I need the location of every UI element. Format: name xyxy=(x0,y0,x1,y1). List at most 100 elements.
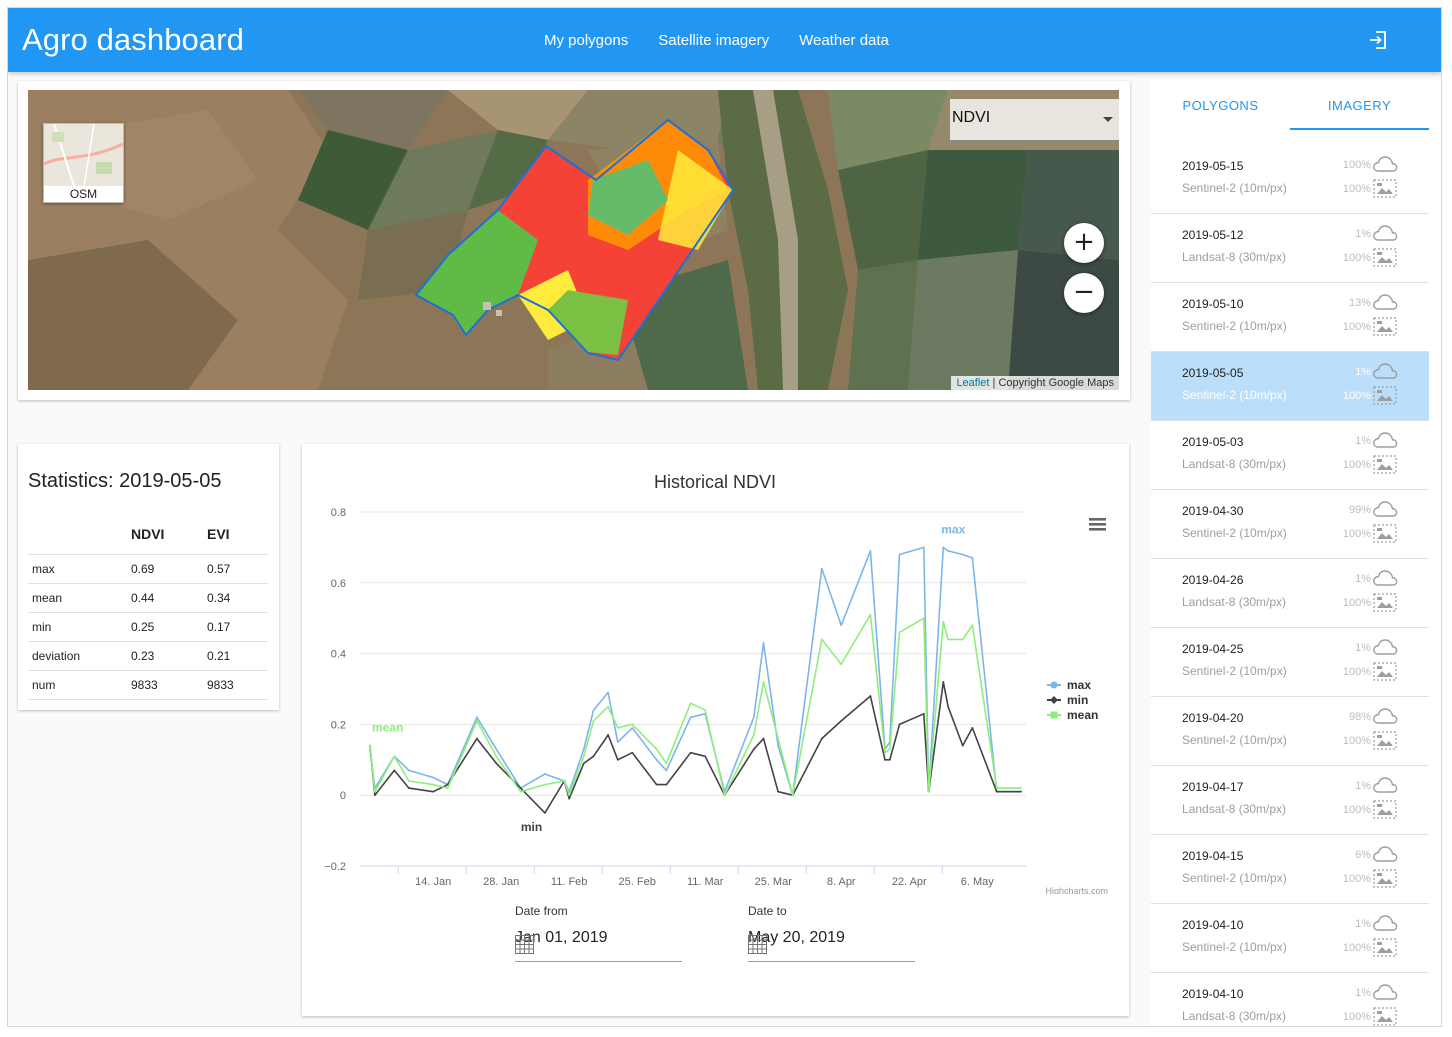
scene-item[interactable]: 2019-04-15 Sentinel-2 (10m/px) 6% 100% xyxy=(1151,835,1429,904)
app-bar: Agro dashboard My polygons Satellite ima… xyxy=(8,8,1441,72)
date-from-field[interactable]: Date from Jan 01, 2019 xyxy=(515,904,682,962)
scene-item[interactable]: 2019-04-20 Sentinel-2 (10m/px) 98% 100% xyxy=(1151,697,1429,766)
data-point-max xyxy=(961,553,964,556)
data-point-max xyxy=(777,744,779,747)
stat-ndvi: 0.69 xyxy=(131,554,207,584)
data-point-min xyxy=(922,712,925,715)
data-point-max xyxy=(947,550,950,552)
stat-label: num xyxy=(28,670,131,700)
map-card: OSM NDVI + − Leaflet | Copyright Google … xyxy=(18,81,1130,400)
scene-item[interactable]: 2019-05-15 Sentinel-2 (10m/px) 100% 100% xyxy=(1151,145,1429,214)
cloud-icon xyxy=(1373,225,1398,241)
image-coverage-icon xyxy=(1373,800,1397,819)
data-point-max xyxy=(971,557,974,559)
data-point-max xyxy=(898,553,901,556)
scene-item[interactable]: 2019-05-10 Sentinel-2 (10m/px) 13% 100% xyxy=(1151,283,1429,352)
data-point-mean xyxy=(582,755,585,758)
x-tick-label: 11. Mar xyxy=(687,876,724,888)
chart-menu-icon[interactable] xyxy=(1089,518,1106,531)
tab-imagery[interactable]: IMAGERY xyxy=(1290,80,1429,130)
data-point-min xyxy=(777,790,779,793)
scene-item[interactable]: 2019-04-10 Sentinel-2 (10m/px) 1% 100% xyxy=(1151,904,1429,973)
nav-weather-data[interactable]: Weather data xyxy=(799,32,889,49)
scene-date: 2019-05-12 xyxy=(1182,228,1244,242)
nav-satellite-imagery[interactable]: Satellite imagery xyxy=(658,32,770,49)
cloud-icon xyxy=(1373,984,1398,1000)
data-point-mean xyxy=(519,790,522,793)
scene-satellite: Sentinel-2 (10m/px) xyxy=(1182,181,1287,195)
image-coverage-icon xyxy=(1373,524,1397,543)
basemap-switcher[interactable]: OSM xyxy=(43,123,124,203)
table-row: num 9833 9833 xyxy=(28,670,268,700)
scene-satellite: Landsat-8 (30m/px) xyxy=(1182,1009,1287,1023)
calendar-icon[interactable] xyxy=(748,935,767,954)
cloud-icon xyxy=(1373,294,1398,310)
scene-satellite: Landsat-8 (30m/px) xyxy=(1182,250,1287,264)
scene-item[interactable]: 2019-04-10 Landsat-8 (30m/px) 1% 100% xyxy=(1151,973,1429,1026)
scene-item[interactable]: 2019-05-05 Sentinel-2 (10m/px) 1% 100% xyxy=(1151,352,1429,421)
data-point-min xyxy=(995,790,998,793)
data-point-max xyxy=(752,716,755,719)
table-row: deviation 0.23 0.21 xyxy=(28,641,268,671)
scene-coverage-percent: 100% xyxy=(1342,252,1371,264)
scene-item[interactable]: 2019-04-25 Sentinel-2 (10m/px) 1% 100% xyxy=(1151,628,1429,697)
nav-my-polygons[interactable]: My polygons xyxy=(544,32,629,49)
data-point-max xyxy=(582,748,585,751)
leaflet-link[interactable]: Leaflet xyxy=(956,377,990,389)
date-to-field[interactable]: Date to May 20, 2019 xyxy=(748,904,915,962)
scene-item[interactable]: 2019-05-03 Landsat-8 (30m/px) 1% 100% xyxy=(1151,421,1429,490)
data-point-max xyxy=(495,748,498,751)
scene-cloud-percent: 1% xyxy=(1355,366,1371,378)
caret-down-icon xyxy=(1103,117,1113,122)
scene-item[interactable]: 2019-04-30 Sentinel-2 (10m/px) 99% 100% xyxy=(1151,490,1429,559)
y-tick-label: −0.2 xyxy=(324,861,346,873)
data-point-mean xyxy=(723,794,726,797)
legend-item-mean[interactable]: mean xyxy=(1067,708,1098,722)
satellite-imagery-layer xyxy=(28,90,1119,390)
statistics-table: NDVI EVI max 0.69 0.57 mean 0.44 0.34 min 0.2… xyxy=(28,514,268,700)
legend-item-max[interactable]: max xyxy=(1067,678,1091,692)
data-point-max xyxy=(689,716,692,719)
data-point-min xyxy=(393,769,396,772)
scene-coverage-percent: 100% xyxy=(1342,321,1371,333)
data-point-min xyxy=(752,748,755,751)
data-point-min xyxy=(840,719,843,722)
layer-select-value: NDVI xyxy=(952,109,991,126)
calendar-icon[interactable] xyxy=(515,935,534,954)
scene-cloud-percent: 6% xyxy=(1355,849,1371,861)
scene-date: 2019-04-26 xyxy=(1182,573,1244,587)
stat-label: max xyxy=(28,554,131,584)
tab-polygons[interactable]: POLYGONS xyxy=(1182,98,1259,113)
legend-marker-max xyxy=(1050,681,1058,689)
zoom-out-button[interactable]: − xyxy=(1064,273,1104,313)
date-to-value: May 20, 2019 xyxy=(748,929,845,946)
legend-item-min[interactable]: min xyxy=(1067,693,1088,707)
data-point-mean xyxy=(475,719,478,722)
series-label-mean: mean xyxy=(372,721,403,735)
image-coverage-icon xyxy=(1373,869,1397,888)
scene-item[interactable]: 2019-04-17 Landsat-8 (30m/px) 1% 100% xyxy=(1151,766,1429,835)
x-tick-label: 22. Apr xyxy=(892,876,927,888)
stat-ndvi: 0.44 xyxy=(131,583,207,613)
image-coverage-icon xyxy=(1373,317,1397,336)
y-tick-label: 0.2 xyxy=(331,719,346,731)
cloud-icon xyxy=(1373,363,1398,379)
satellite-map[interactable]: OSM NDVI + − Leaflet | Copyright Google … xyxy=(28,90,1119,390)
layer-select[interactable]: NDVI xyxy=(950,99,1119,141)
scene-cloud-percent: 1% xyxy=(1355,228,1371,240)
data-point-max xyxy=(655,758,658,761)
stat-evi: 0.57 xyxy=(207,554,268,584)
data-point-min xyxy=(543,812,546,814)
scene-date: 2019-04-30 xyxy=(1182,504,1244,518)
x-tick-label: 14. Jan xyxy=(415,876,451,888)
image-coverage-icon xyxy=(1373,1007,1397,1026)
attribution-text: | Copyright Google Maps xyxy=(989,377,1114,389)
data-point-min xyxy=(1005,790,1008,793)
scene-item[interactable]: 2019-04-26 Landsat-8 (30m/px) 1% 100% xyxy=(1151,559,1429,628)
data-point-mean xyxy=(563,780,566,782)
logout-icon[interactable] xyxy=(1368,30,1388,50)
scene-item[interactable]: 2019-05-12 Landsat-8 (30m/px) 1% 100% xyxy=(1151,214,1429,283)
data-point-mean xyxy=(607,705,609,708)
data-point-min xyxy=(373,794,376,797)
zoom-in-button[interactable]: + xyxy=(1064,223,1104,263)
